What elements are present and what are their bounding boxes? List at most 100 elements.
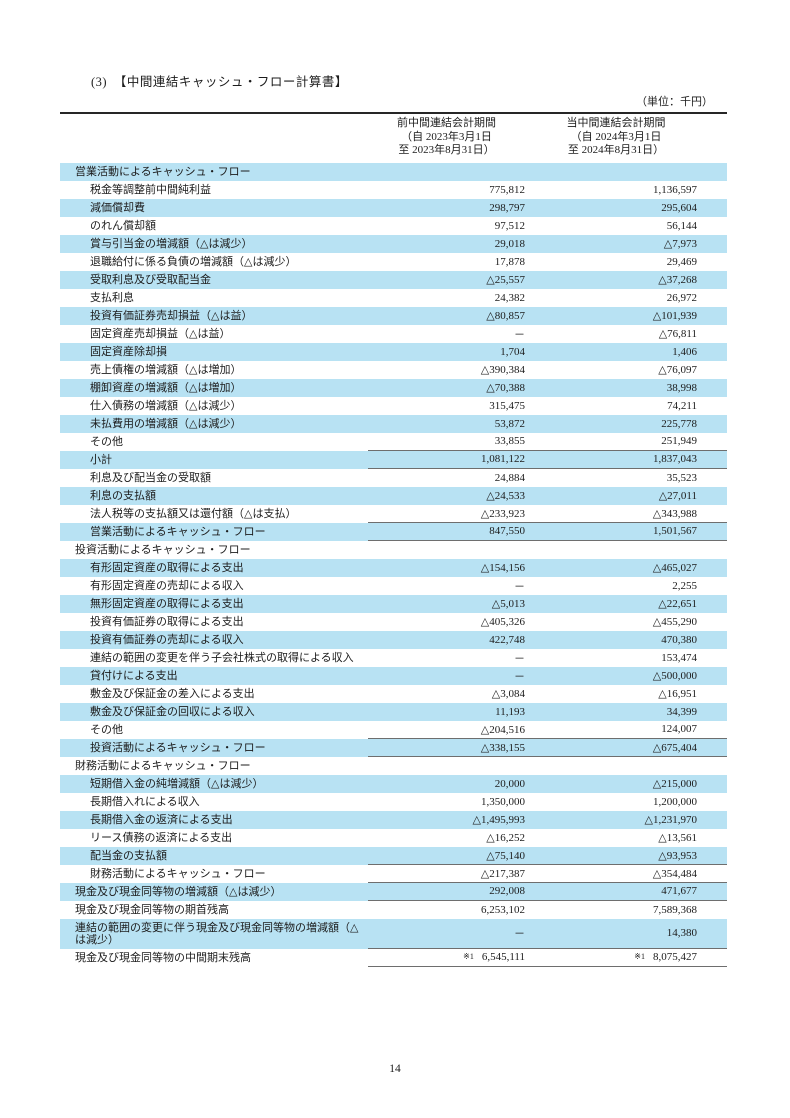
value: 53,872 <box>494 417 525 430</box>
table-row: 固定資産除却損 1,704 1,406 <box>60 342 727 361</box>
value-cell: △405,326 <box>368 613 535 631</box>
column-period-from: （自 2023年3月1日 <box>401 130 492 143</box>
value-cell: △390,384 <box>368 361 535 379</box>
table-body: 営業活動によるキャッシュ・フロー 税金等調整前中間純利益 775,812 1,136,… <box>60 162 727 967</box>
value: 29,018 <box>494 237 525 250</box>
table-row: 営業活動によるキャッシュ・フロー <box>60 162 727 181</box>
value: △80,857 <box>486 310 525 322</box>
value-cell <box>368 163 535 181</box>
value: △24,533 <box>486 490 525 502</box>
table-row: 小計 1,081,122 1,837,043 <box>60 450 727 469</box>
value: 26,972 <box>666 291 697 304</box>
row-label: 減価償却費 <box>90 201 145 214</box>
table-row: 投資有価証券売却損益（△は益） △80,857 △101,939 <box>60 306 727 325</box>
row-label: 敷金及び保証金の差入による支出 <box>90 687 255 700</box>
row-values <box>368 163 727 181</box>
value-cell: － <box>368 667 535 685</box>
value-cell: △675,404 <box>535 739 727 756</box>
row-values <box>368 757 727 775</box>
table-row: 敷金及び保証金の回収による収入 11,193 34,399 <box>60 702 727 721</box>
value-cell: 33,855 <box>368 433 535 450</box>
value: 1,501,567 <box>653 525 697 537</box>
value-cell: ※1 8,075,427 <box>535 949 727 966</box>
value-cell: － <box>368 325 535 343</box>
value-cell: △3,084 <box>368 685 535 703</box>
column-header-current-period: 当中間連結会計期間 （自 2024年3月1日 至 2024年8月31日） <box>535 117 727 158</box>
value-cell <box>535 757 727 775</box>
value: － <box>514 670 525 683</box>
row-values: △16,252 △13,561 <box>368 829 727 847</box>
value: △233,923 <box>480 507 525 520</box>
value-cell: △1,495,993 <box>368 811 535 829</box>
table-row: 長期借入れによる収入 1,350,000 1,200,000 <box>60 793 727 811</box>
value-cell: 24,382 <box>368 289 535 307</box>
value-cell: 17,878 <box>368 253 535 271</box>
row-label: その他 <box>90 435 123 448</box>
value: △93,953 <box>658 849 697 862</box>
value: △465,027 <box>652 562 697 574</box>
row-label: 固定資産売却損益（△は益） <box>90 327 231 340</box>
row-values: 24,382 26,972 <box>368 289 727 307</box>
value-cell: 1,501,567 <box>535 523 727 540</box>
value-cell: △5,013 <box>368 595 535 613</box>
value: 470,380 <box>661 633 697 646</box>
value: 422,748 <box>489 633 525 646</box>
table-row: その他 △204,516 124,007 <box>60 721 727 739</box>
value: 11,193 <box>495 705 525 718</box>
value: △25,557 <box>486 274 525 286</box>
value: 1,200,000 <box>653 795 697 808</box>
value-cell: 1,136,597 <box>535 181 727 199</box>
row-label: 無形固定資産の取得による支出 <box>90 597 244 610</box>
value-cell: 315,475 <box>368 397 535 415</box>
table-row: 財務活動によるキャッシュ・フロー △217,387 △354,484 <box>60 865 727 883</box>
table-row: 連結の範囲の変更を伴う子会社株式の取得による収入 － 153,474 <box>60 649 727 667</box>
value: △101,939 <box>652 310 697 322</box>
value: 35,523 <box>666 471 697 484</box>
row-label: 投資活動によるキャッシュ・フロー <box>75 543 251 556</box>
value-cell: △13,561 <box>535 829 727 847</box>
row-label: その他 <box>90 723 123 736</box>
value: 1,136,597 <box>653 183 697 196</box>
value-cell: 1,200,000 <box>535 793 727 811</box>
value-cell: 295,604 <box>535 199 727 217</box>
value-cell: 1,081,122 <box>368 451 535 468</box>
value: 8,075,427 <box>653 951 697 963</box>
column-title: 当中間連結会計期間 <box>566 117 666 129</box>
row-label: 投資活動によるキャッシュ・フロー <box>90 741 266 754</box>
value-cell: △93,953 <box>535 847 727 864</box>
value-cell: 292,008 <box>368 883 535 900</box>
value-cell: 6,253,102 <box>368 901 535 919</box>
value-cell: △217,387 <box>368 865 535 882</box>
value-cell: 2,255 <box>535 577 727 595</box>
row-label: 短期借入金の純増減額（△は減少） <box>90 777 264 790</box>
row-label: 現金及び現金同等物の中間期末残高 <box>75 951 251 964</box>
value-cell: 153,474 <box>535 649 727 667</box>
table-row: 現金及び現金同等物の期首残高 6,253,102 7,589,368 <box>60 901 727 919</box>
value: 14,380 <box>666 927 697 939</box>
table-header-row: 前中間連結会計期間 （自 2023年3月1日 至 2023年8月31日） 当中間… <box>60 112 727 163</box>
value: 847,550 <box>489 525 525 537</box>
row-values: △338,155 △675,404 <box>368 739 727 757</box>
row-values: 17,878 29,469 <box>368 253 727 271</box>
value: △3,084 <box>491 688 525 700</box>
value: △22,651 <box>658 598 697 610</box>
value: 1,704 <box>500 345 525 358</box>
page-number: 14 <box>389 1063 401 1075</box>
row-values: 20,000 △215,000 <box>368 775 727 793</box>
row-values: － 14,380 <box>368 919 727 949</box>
value: － <box>514 928 525 940</box>
column-period-to: 至 2024年8月31日） <box>567 144 665 156</box>
value-cell: △465,027 <box>535 559 727 577</box>
value: 124,007 <box>661 723 697 735</box>
value-cell <box>368 757 535 775</box>
table-row: 仕入債務の増減額（△は減少） 315,475 74,211 <box>60 397 727 415</box>
row-values: － △500,000 <box>368 667 727 685</box>
value-cell: 470,380 <box>535 631 727 649</box>
value: 153,474 <box>661 651 697 664</box>
row-values: △233,923 △343,988 <box>368 505 727 523</box>
value: △75,140 <box>486 849 525 862</box>
row-values: 11,193 34,399 <box>368 703 727 721</box>
row-label: リース債務の返済による支出 <box>90 831 233 844</box>
table-row: 未払費用の増減額（△は減少） 53,872 225,778 <box>60 414 727 433</box>
